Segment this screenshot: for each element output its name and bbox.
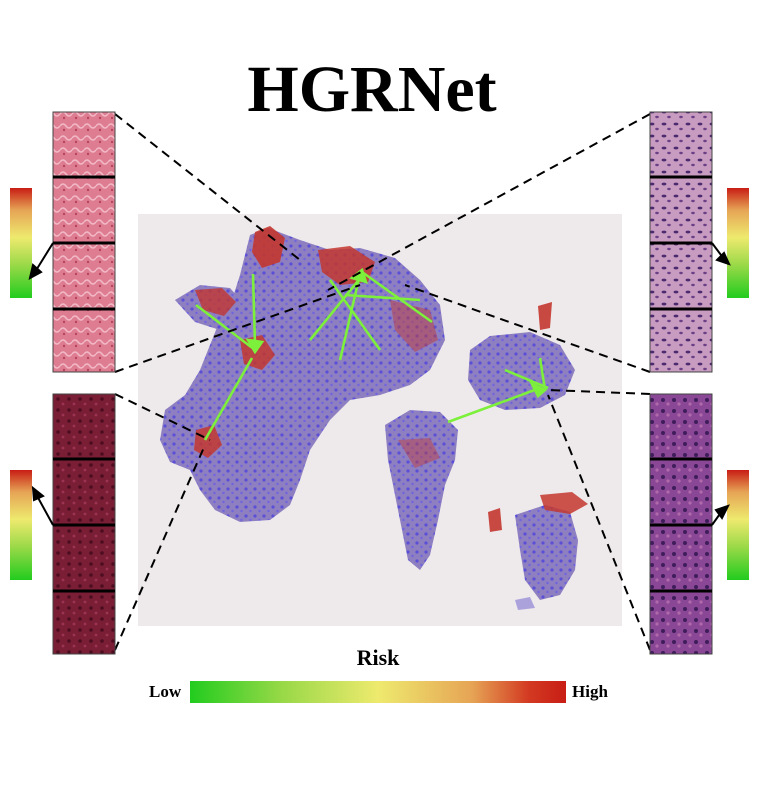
- high-risk-region: [488, 508, 502, 532]
- high-risk-region: [538, 302, 552, 330]
- attention-arrow: [308, 275, 364, 341]
- patch-strip-left-top: [52, 111, 116, 373]
- attention-arrow: [338, 273, 362, 361]
- patch-strip-right-bottom: [649, 393, 713, 655]
- attention-arrow: [203, 357, 254, 441]
- connector-lines: [114, 113, 651, 651]
- connector-line: [114, 444, 206, 651]
- risk-high-label: High: [572, 682, 608, 701]
- attention-arrow: [344, 293, 421, 302]
- high-risk-region: [195, 288, 236, 316]
- connector-line: [114, 113, 301, 261]
- high-risk-region: [515, 597, 535, 610]
- figure-title: HGRNet: [247, 53, 497, 126]
- connector-line: [327, 113, 651, 291]
- attention-arrow: [328, 279, 382, 351]
- risk-indicator-arrows: [28, 242, 731, 526]
- risk-bar-left-bottom: [10, 470, 32, 580]
- attention-arrows: [195, 267, 549, 441]
- high-risk-region: [390, 300, 438, 352]
- connector-line: [547, 394, 651, 651]
- arrowhead: [529, 381, 548, 399]
- attention-arrow: [251, 273, 257, 346]
- risk-low-label: Low: [149, 682, 182, 701]
- attention-arrow: [195, 303, 256, 352]
- attention-arrow: [538, 357, 547, 391]
- connector-line: [114, 284, 361, 373]
- risk-indicator-arrow-left-bottom: [35, 493, 54, 526]
- tissue-fragment-right-oval: [468, 332, 575, 410]
- attention-arrow: [447, 386, 541, 424]
- high-risk-region: [398, 438, 440, 468]
- risk-indicator-arrow-left-top: [34, 242, 54, 273]
- attention-arrow: [504, 368, 549, 390]
- high-risk-region: [194, 425, 222, 458]
- tissue-region: [160, 226, 588, 610]
- patch-strip-left-bottom: [52, 393, 116, 655]
- risk-bar-right-bottom: [727, 470, 749, 580]
- arrowhead: [245, 338, 265, 355]
- arrowhead: [715, 251, 731, 266]
- risk-bar-left-top: [10, 188, 32, 298]
- risk-legend-title: Risk: [356, 645, 400, 670]
- attention-arrow: [361, 270, 433, 324]
- risk-bar-right-top: [727, 188, 749, 298]
- arrowhead: [31, 485, 45, 502]
- patch-strip-right-top: [649, 111, 713, 373]
- tissue-fragment-bottom-middle: [385, 410, 458, 570]
- high-risk-region: [252, 226, 285, 268]
- connector-line: [547, 389, 651, 395]
- risk-legend-bar: [190, 681, 566, 703]
- connector-line: [114, 393, 211, 441]
- arrowhead: [714, 504, 730, 520]
- tissue-fragment-bottom-right: [515, 505, 578, 600]
- arrowhead: [28, 263, 43, 280]
- connector-line: [404, 284, 651, 373]
- high-risk-region: [540, 492, 588, 514]
